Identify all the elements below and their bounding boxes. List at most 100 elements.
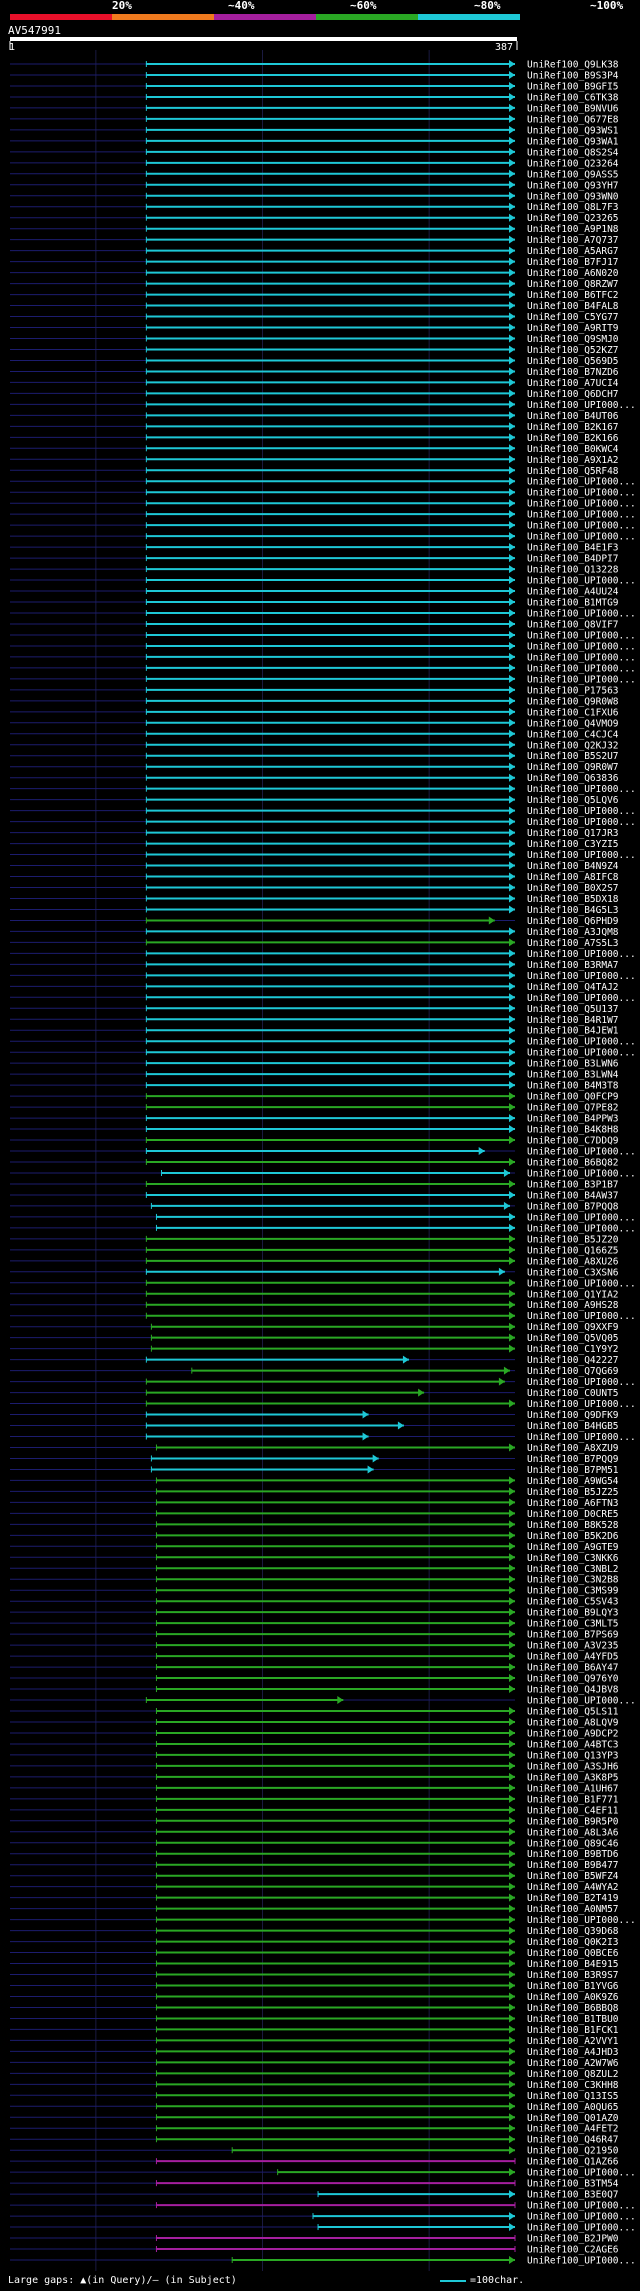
hit-arrow (509, 1004, 515, 1013)
hit-arrow (509, 1190, 515, 1199)
hit-arrow (509, 773, 515, 782)
hit-label: UniRef100_Q166Z5 (527, 1245, 619, 1256)
hit-arrow (509, 1816, 515, 1825)
hit-label: UniRef100_Q9XXF9 (527, 1322, 619, 1333)
hit-label: UniRef100_B7NZD6 (527, 367, 619, 378)
hit-arrow (509, 1333, 515, 1342)
hit-arrow (509, 2190, 515, 2199)
hit-arrow (509, 1223, 515, 1232)
hit-arrow (509, 1674, 515, 1683)
hit-label: UniRef100_B4DPI7 (527, 554, 619, 565)
hit-arrow (509, 235, 515, 244)
hit-arrow (509, 2058, 515, 2067)
hit-label: UniRef100_UPI000... (527, 1147, 636, 1158)
hit-label: UniRef100_UPI000... (527, 1432, 636, 1443)
hit-arrow (509, 993, 515, 1002)
hit-label: UniRef100_UPI000... (527, 2256, 636, 2267)
hit-label: UniRef100_A7UCI4 (527, 378, 619, 389)
hit-arrow (509, 1520, 515, 1529)
hit-label: UniRef100_Q0K2I3 (527, 1937, 619, 1948)
hit-label: UniRef100_B5DX18 (527, 894, 619, 905)
hit-label: UniRef100_UPI000... (527, 971, 636, 982)
hit-arrow (509, 2036, 515, 2045)
hit-arrow (509, 1037, 515, 1046)
hit-arrow (509, 795, 515, 804)
hit-label: UniRef100_Q4JBV8 (527, 1685, 619, 1696)
hit-arrow (509, 169, 515, 178)
hit-label: UniRef100_P17563 (527, 685, 619, 696)
hit-arrow (509, 1707, 515, 1715)
legend-label-60: ~60% (350, 0, 377, 12)
hit-arrow (509, 1717, 515, 1726)
hit-arrow (498, 1267, 505, 1276)
hit-arrow (509, 696, 515, 705)
hit-label: UniRef100_C3XSN6 (527, 1267, 619, 1278)
hit-arrow (402, 1355, 409, 1364)
hit-arrow (509, 279, 515, 288)
hit-arrow (509, 2113, 515, 2122)
hit-arrow (509, 839, 515, 848)
hit-arrow (509, 1608, 515, 1617)
hit-label: UniRef100_UPI000... (527, 949, 636, 960)
hit-arrow (509, 1092, 515, 1101)
hit-label: UniRef100_UPI000... (527, 1037, 636, 1048)
hit-label: UniRef100_A9DCP2 (527, 1728, 619, 1739)
hit-label: UniRef100_UPI000... (527, 521, 636, 532)
hit-arrow (509, 1114, 515, 1123)
hit-arrow (509, 1794, 515, 1803)
hit-arrow (509, 1805, 515, 1814)
hit-label: UniRef100_UPI000... (527, 784, 636, 795)
hit-arrow (509, 92, 515, 101)
hit-arrow (509, 729, 515, 738)
hit-label: UniRef100_C3NBL2 (527, 1564, 619, 1575)
hit-label: UniRef100_UPI000... (527, 532, 636, 543)
hit-arrow (509, 1871, 515, 1880)
hit-label: UniRef100_B1FCK1 (527, 2025, 619, 2036)
hit-arrow (509, 554, 515, 563)
hit-label: UniRef100_Q93WA1 (527, 136, 619, 147)
hit-arrow (509, 1487, 515, 1496)
hit-label: UniRef100_A2VVY1 (527, 2036, 619, 2047)
legend-label-20: 20% (112, 0, 132, 12)
hit-label: UniRef100_C3KHH8 (527, 2080, 619, 2091)
hit-arrow (367, 1465, 374, 1474)
hit-label: UniRef100_A8XU26 (527, 1256, 619, 1267)
hit-arrow (509, 1234, 515, 1243)
hit-label: UniRef100_UPI000... (527, 850, 636, 861)
hit-label: UniRef100_Q13YP3 (527, 1750, 619, 1761)
hit-label: UniRef100_A8L3A6 (527, 1827, 619, 1838)
hit-arrow (509, 938, 515, 947)
hit-arrow (509, 290, 515, 299)
hit-label: UniRef100_Q93WN0 (527, 191, 619, 202)
hit-arrow (509, 817, 515, 826)
hit-arrow (362, 1432, 369, 1441)
hit-arrow (509, 982, 515, 991)
hit-label: UniRef100_UPI000... (527, 1223, 636, 1234)
hit-label: UniRef100_B9LQY3 (527, 1608, 619, 1619)
hit-arrow (509, 2003, 515, 2012)
hit-arrow (509, 1641, 515, 1650)
hit-arrow (509, 1685, 515, 1694)
hit-label: UniRef100_A1UH67 (527, 1783, 619, 1794)
legend-label-40: ~40% (228, 0, 255, 12)
hit-arrow (509, 652, 515, 661)
hit-arrow (509, 2047, 515, 2056)
hit-label: UniRef100_UPI000... (527, 641, 636, 652)
hit-arrow (503, 1201, 510, 1210)
hit-label: UniRef100_B5JZ25 (527, 1487, 619, 1498)
hit-label: UniRef100_Q93YH7 (527, 180, 619, 191)
hit-label: UniRef100_A2W7W6 (527, 2058, 619, 2069)
legend-color-1 (112, 14, 214, 20)
hit-label: UniRef100_Q6PHD9 (527, 916, 619, 927)
hit-label: UniRef100_Q4VMO9 (527, 718, 619, 729)
hit-arrow (509, 2168, 515, 2177)
hit-arrow (509, 872, 515, 881)
hit-label: UniRef100_UPI000... (527, 576, 636, 587)
hit-label: UniRef100_UPI000... (527, 1168, 636, 1179)
hit-arrow (509, 1300, 515, 1309)
hit-arrow (509, 905, 515, 914)
hit-label: UniRef100_UPI000... (527, 477, 636, 488)
hit-arrow (509, 378, 515, 387)
hit-arrow (509, 641, 515, 650)
hit-label: UniRef100_B9BTD6 (527, 1849, 619, 1860)
